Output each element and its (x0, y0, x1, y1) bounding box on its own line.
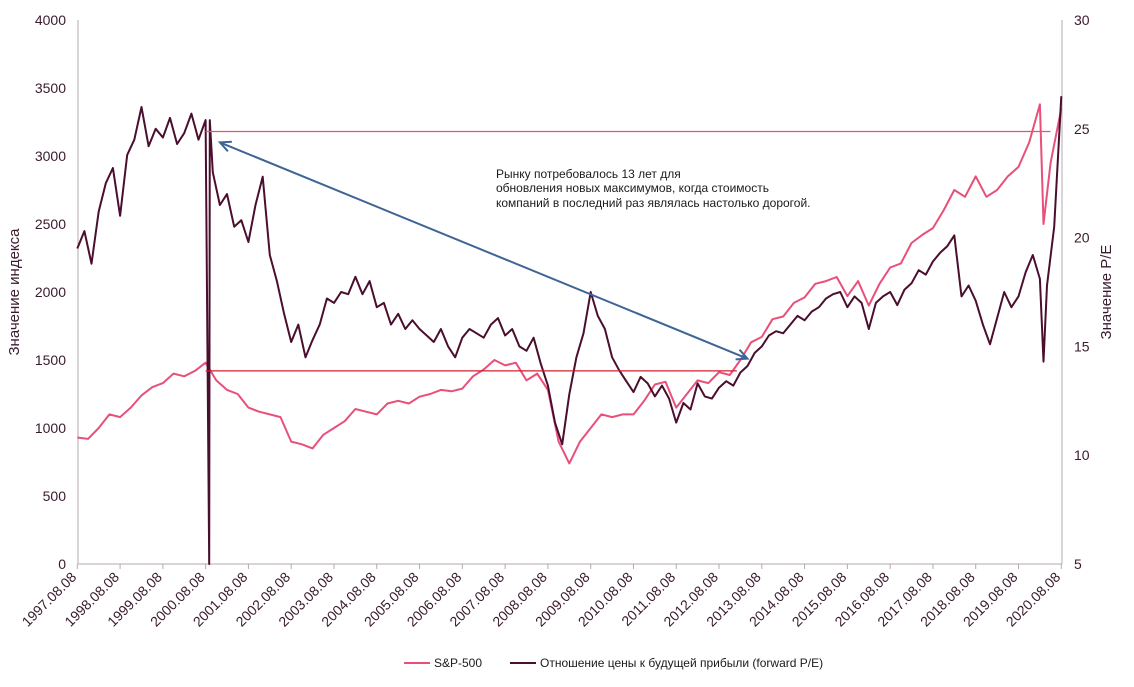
legend-label-sp500: S&P-500 (434, 656, 482, 670)
arrow-layer (217, 140, 750, 361)
x-ticks: 1997.08.081998.08.081999.08.082000.08.08… (19, 564, 1064, 630)
y-tick-label-left: 4000 (35, 12, 66, 28)
reference-lines (205, 130, 1051, 372)
annotation: Рынку потребовалось 13 лет для обновлени… (496, 167, 810, 210)
y-tick-label-right: 5 (1074, 556, 1082, 572)
y-tick-label-left: 0 (58, 556, 66, 572)
arrow-head-end (735, 349, 750, 361)
annotation-line-3: компаний в последний раз являлась настол… (496, 196, 810, 210)
y-tick-label-right: 10 (1074, 447, 1090, 463)
y-axis-label-left: Значение индекса (6, 228, 23, 356)
legend-label-pe: Отношение цены к будущей прибыли (forwar… (540, 656, 823, 670)
y-ticks-right: 5 10 15 20 25 30 (1074, 12, 1090, 572)
arrow-line (219, 141, 748, 360)
y-tick-label-right: 20 (1074, 230, 1090, 246)
y-ticks-left: 0 500 1000 1500 2000 2500 3000 3500 4000 (35, 12, 66, 572)
y-tick-label-left: 500 (43, 488, 67, 504)
y-tick-label-left: 3500 (35, 80, 66, 96)
annotation-line-2: обновления новых максимумов, когда стоим… (496, 181, 769, 195)
arrow-head-start (217, 140, 232, 152)
y-tick-label-left: 2000 (35, 284, 66, 300)
series-layer (76, 96, 1063, 565)
y-tick-label-right: 30 (1074, 12, 1090, 28)
legend: S&P-500 Отношение цены к будущей прибыли… (404, 656, 823, 670)
y-tick-label-right: 25 (1074, 121, 1090, 137)
axes-layer (77, 20, 1063, 565)
series-line-pe (76, 96, 1063, 565)
series-line-sp500 (77, 103, 1063, 465)
y-tick-label-left: 1500 (35, 352, 66, 368)
y-tick-label-left: 2500 (35, 216, 66, 232)
y-axis-label-right: Значение P/E (1098, 245, 1115, 340)
y-tick-label-left: 1000 (35, 420, 66, 436)
y-tick-label-left: 3000 (35, 148, 66, 164)
y-tick-label-right: 15 (1074, 338, 1090, 354)
annotation-line-1: Рынку потребовалось 13 лет для (496, 167, 681, 181)
